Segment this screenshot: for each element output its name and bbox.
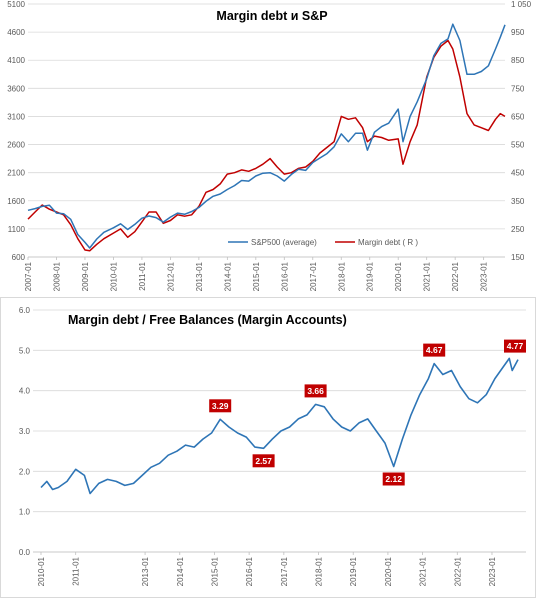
c1-x-tick-label: 2014-01 [223,261,232,291]
margin-debt-line [27,39,506,252]
c2-x-tick-label: 2015-01 [210,556,219,586]
c2-x-tick-label: 2023-01 [488,556,497,586]
c2-y-axis: 0.0 1.0 2.0 3.0 4.0 5.0 6.0 [19,306,31,557]
c1-right-tick-label: 550 [511,141,525,150]
c1-right-tick-label: 250 [511,225,525,234]
data-label-box [504,339,526,353]
c1-x-tick-label: 2013-01 [195,261,204,291]
c2-y-tick-label: 6.0 [19,306,31,315]
c1-right-tick-label: 1 050 [511,0,532,9]
margin-debt-sp500-chart: 600110016002100260031003600410046005100 … [7,0,532,291]
c2-y-tick-label: 1.0 [19,508,31,517]
c2-x-tick-label: 2013-01 [141,556,150,586]
c1-right-axis: 150 250 350 450 550 650 750 850 950 1 050 [511,0,532,262]
chart2-title: Margin debt / Free Balances (Margin Acco… [68,313,347,327]
legend-label-margin: Margin debt ( R ) [358,238,418,247]
c2-frame [0,297,536,598]
c1-left-tick-label: 3600 [7,84,25,93]
data-label-text: 2.57 [255,456,272,466]
c1-x-tick-label: 2009-01 [81,261,90,291]
c1-x-tick-label: 2021-01 [423,261,432,291]
c1-x-tick-label: 2008-01 [52,261,61,291]
c1-x-tick-label: 2020-01 [394,261,403,291]
c2-x-tick-label: 2021-01 [419,556,428,586]
data-label-box [382,472,405,486]
c1-left-tick-label: 2100 [7,169,25,178]
c2-x-tick-label: 2010-01 [37,556,46,586]
c1-left-tick-label: 600 [12,253,26,262]
margin-debt-free-balances-chart: 0.0 1.0 2.0 3.0 4.0 5.0 6.0 2010-01 2011-01 2013… [0,297,536,598]
c1-gridlines [28,3,505,258]
c2-x-tick-label: 2020-01 [384,556,393,586]
data-label-box [304,384,327,398]
c1-x-tick-label: 2010-01 [109,261,118,291]
c2-x-tick-label: 2017-01 [280,556,289,586]
c1-right-tick-label: 950 [511,28,525,37]
data-label-text: 3.66 [307,386,324,396]
c1-right-tick-label: 750 [511,84,525,93]
c1-left-axis: 600 1100 1600 2100 2600 3100 3600 4100 4600 5100 [7,0,25,262]
c1-right-tick-label: 850 [511,56,525,65]
c2-y-tick-label: 0.0 [19,548,31,557]
c1-series-lines [27,23,506,252]
c1-x-tick-label: 2022-01 [451,261,460,291]
c1-right-tick-label: 150 [511,253,525,262]
c1-x-tick-label: 2015-01 [252,261,261,291]
c2-y-tick-label: 2.0 [19,467,31,476]
c2-y-tick-label: 3.0 [19,427,31,436]
c1-right-tick-label: 450 [511,169,525,178]
c1-left-tick-label: 4100 [7,56,25,65]
c2-gridlines [33,309,526,553]
c2-x-axis: 2010-01 2011-01 2013-01 2014-01 2015-01 2016-… [33,551,526,586]
c1-x-tick-label: 2019-01 [366,261,375,291]
data-label-box [209,399,232,413]
sp500-line [27,23,506,249]
margin-free-balance-ratio-line [40,357,519,495]
c1-right-tick-label: 650 [511,112,525,121]
legend-label-sp500: S&P500 (average) [251,238,317,247]
c1-right-tick-label: 350 [511,197,525,206]
c2-series-line [40,357,519,495]
c1-left-tick-label: 1600 [7,197,25,206]
c2-x-tick-label: 2016-01 [245,556,254,586]
data-label-box [252,454,275,468]
c1-x-tick-label: 2012-01 [166,261,175,291]
c1-x-tick-label: 2007-01 [24,261,33,291]
c2-x-tick-label: 2022-01 [453,556,462,586]
c1-left-tick-label: 5100 [7,0,25,9]
c2-data-labels: 3.29 2.57 3.66 2.12 4.67 4.77 [209,339,526,486]
data-label-text: 4.77 [507,341,524,351]
c2-y-tick-label: 4.0 [19,387,31,396]
c2-x-tick-label: 2011-01 [72,556,81,585]
c1-x-axis: 2007-01 2008-01 2009-01 2010-01 2011-01 2012-… [24,256,505,291]
c1-left-tick-label: 3100 [7,112,25,121]
c1-legend: S&P500 (average) Margin debt ( R ) [228,238,418,247]
c1-left-tick-label: 2600 [7,141,25,150]
c1-x-tick-label: 2023-01 [480,261,489,291]
data-label-text: 2.12 [385,474,402,484]
data-label-text: 4.67 [426,345,443,355]
c2-x-tick-label: 2018-01 [315,556,324,586]
c1-left-tick-label: 4600 [7,28,25,37]
c1-x-tick-label: 2017-01 [309,261,318,291]
c1-left-tick-label: 1100 [8,225,26,234]
c1-x-tick-label: 2018-01 [337,261,346,291]
c2-x-tick-label: 2014-01 [176,556,185,586]
c2-y-tick-label: 5.0 [19,346,31,355]
c1-x-tick-label: 2016-01 [280,261,289,291]
data-label-box [423,343,446,357]
c1-x-tick-label: 2011-01 [138,261,147,290]
data-label-text: 3.29 [212,401,229,411]
chart1-title: Margin debt и S&P [216,9,327,23]
c2-x-tick-label: 2019-01 [349,556,358,586]
